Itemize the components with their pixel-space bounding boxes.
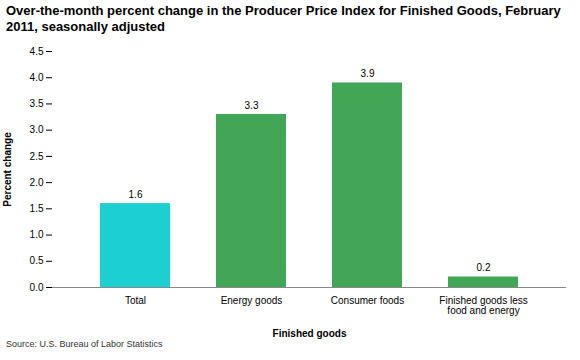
svg-text:2.5: 2.5 [30,151,44,162]
svg-text:Finished goods lessfood and en: Finished goods lessfood and energy [439,295,527,316]
svg-text:3.9: 3.9 [361,68,375,79]
svg-text:3.5: 3.5 [30,98,44,109]
svg-text:0.0: 0.0 [30,282,44,293]
svg-text:0.2: 0.2 [477,262,491,273]
svg-text:Percent change: Percent change [2,132,13,207]
svg-text:1.5: 1.5 [30,203,44,214]
svg-text:0.5: 0.5 [30,255,44,266]
svg-text:1.6: 1.6 [129,189,143,200]
svg-text:4.5: 4.5 [30,46,44,57]
svg-text:3.3: 3.3 [245,100,259,111]
svg-text:Consumer foods: Consumer foods [331,295,404,306]
svg-text:Finished goods: Finished goods [273,328,347,339]
svg-text:3.0: 3.0 [30,124,44,135]
svg-text:1.0: 1.0 [30,229,44,240]
svg-text:4.0: 4.0 [30,72,44,83]
svg-text:Energy goods: Energy goods [221,295,283,306]
svg-text:Total: Total [125,295,146,306]
html-text:Over-the-month percent change: Over-the-month percent change in the Pro… [6,3,561,34]
html-text:Source: U.S. Bureau of Labor S: Source: U.S. Bureau of Labor Statistics [6,339,163,349]
svg-text:2.0: 2.0 [30,177,44,188]
